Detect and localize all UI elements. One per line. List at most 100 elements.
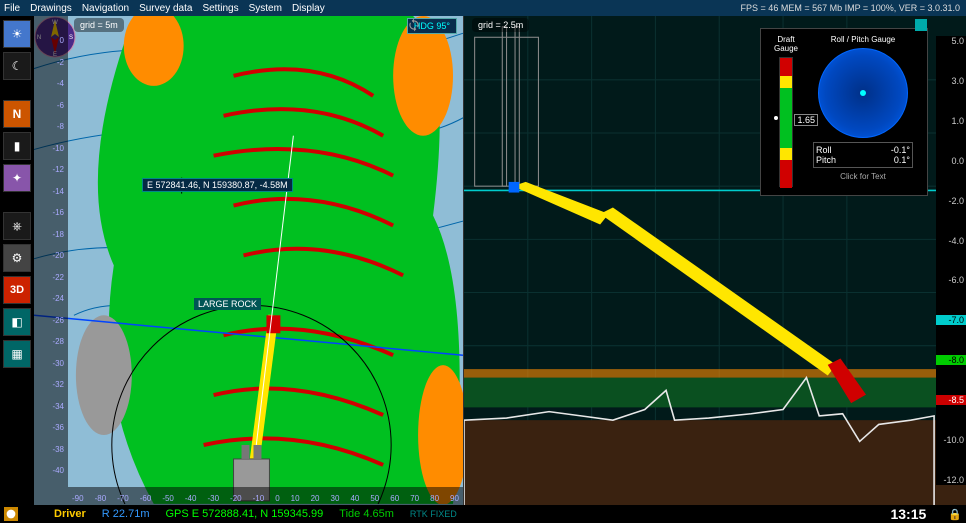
gps-label: GPS E 572888.41, N 159345.99	[166, 508, 324, 520]
h-tick: 30	[331, 494, 340, 503]
profile-tick: -2.0	[936, 196, 966, 206]
depth-tick: -34	[36, 402, 66, 411]
profile-tick: 5.0	[936, 36, 966, 46]
h-tick: -30	[207, 494, 219, 503]
h-tick: 0	[275, 494, 279, 503]
pitch-value: 0.1°	[894, 155, 910, 165]
target-icon[interactable]: ▮	[3, 132, 31, 160]
lock-icon[interactable]: 🔒	[948, 508, 962, 521]
gear-icon[interactable]: ⚙	[3, 244, 31, 272]
depth-tick: -6	[36, 101, 66, 110]
h-tick: -10	[253, 494, 265, 503]
draft-segment	[780, 160, 792, 188]
depth-tick: -10	[36, 144, 66, 153]
feature-label: LARGE ROCK	[194, 298, 261, 310]
profile-scale: 5.03.01.00.0-2.0-4.0-6.0-7.0-8.0-8.5-10.…	[936, 36, 966, 485]
map-grid-button[interactable]: grid = 5m	[74, 18, 124, 32]
rpg-click-hint[interactable]: Click for Text	[805, 172, 921, 181]
fps-label: FPS = 46 MEM = 567 Mb IMP = 100%, VER = …	[741, 3, 960, 13]
h-tick: 50	[370, 494, 379, 503]
menu-surveydata[interactable]: Survey data	[139, 3, 192, 14]
h-tick: -80	[95, 494, 107, 503]
depth-tick: -28	[36, 337, 66, 346]
rpg-title: Roll / Pitch Gauge	[805, 35, 921, 44]
menu-settings[interactable]: Settings	[202, 3, 238, 14]
h-tick: 90	[450, 494, 459, 503]
menubar: File Drawings Navigation Survey data Set…	[0, 0, 966, 16]
draft-value: 1.65	[794, 114, 818, 126]
h-tick: 60	[390, 494, 399, 503]
profile-grid-button[interactable]: grid = 2.5m	[472, 18, 529, 32]
h-tick: -70	[117, 494, 129, 503]
roll-value: -0.1°	[891, 145, 910, 155]
profile-tick: 1.0	[936, 116, 966, 126]
menu-system[interactable]: System	[249, 3, 282, 14]
h-tick: -60	[140, 494, 152, 503]
profile-tick: -4.0	[936, 236, 966, 246]
menu-drawings[interactable]: Drawings	[30, 3, 72, 14]
depth-tick: -40	[36, 466, 66, 475]
close-icon[interactable]	[915, 19, 927, 31]
menu-file[interactable]: File	[4, 3, 20, 14]
depth-tick: -38	[36, 445, 66, 454]
rpg-circle	[818, 48, 908, 138]
grid-icon[interactable]: ▦	[3, 340, 31, 368]
depth-tick: -26	[36, 316, 66, 325]
toolbar: ☀ ☾ N ▮ ✦ ⎈ ⚙ 3D ◧ ▦	[0, 16, 34, 505]
3d-icon[interactable]: 3D	[3, 276, 31, 304]
draft-segment	[780, 148, 792, 160]
profile-tick: -6.0	[936, 275, 966, 285]
wheel-icon[interactable]: ⎈	[3, 212, 31, 240]
refresh-icon[interactable]	[407, 18, 421, 32]
profile-tick: -7.0	[936, 315, 966, 325]
overlap-icon[interactable]: ◧	[3, 308, 31, 336]
status-bar: Driver R 22.71m GPS E 572888.41, N 15934…	[0, 505, 966, 523]
depth-tick: -32	[36, 380, 66, 389]
profile-tick: -12.0	[936, 475, 966, 485]
roll-label: Roll	[816, 145, 832, 155]
depth-tick: -36	[36, 423, 66, 432]
h-tick: 80	[430, 494, 439, 503]
app-icon	[4, 507, 18, 521]
h-tick: -40	[185, 494, 197, 503]
h-tick: 70	[410, 494, 419, 503]
depth-tick: 0	[36, 36, 66, 45]
rtk-label: RTK FIXED	[410, 509, 457, 519]
depth-tick: -30	[36, 359, 66, 368]
h-tick: -20	[230, 494, 242, 503]
depth-tick: -22	[36, 273, 66, 282]
sun-icon[interactable]: ☀	[3, 20, 31, 48]
h-tick: -90	[72, 494, 84, 503]
depth-scale: 0-2-4-6-8-10-12-14-16-18-20-22-24-26-28-…	[34, 16, 68, 505]
profile-tick: -8.0	[936, 355, 966, 365]
depth-tick: -12	[36, 165, 66, 174]
draft-title: Draft Gauge	[767, 35, 805, 53]
moon-icon[interactable]: ☾	[3, 52, 31, 80]
mode-label: Driver	[54, 508, 86, 520]
profile-tick: 0.0	[936, 156, 966, 166]
h-tick: 10	[291, 494, 300, 503]
depth-tick: -24	[36, 294, 66, 303]
cross-icon[interactable]: ✦	[3, 164, 31, 192]
menu-display[interactable]: Display	[292, 3, 325, 14]
profile-tick: 3.0	[936, 76, 966, 86]
depth-tick: -2	[36, 58, 66, 67]
menu-navigation[interactable]: Navigation	[82, 3, 129, 14]
draft-segment	[780, 76, 792, 88]
range-label: R 22.71m	[102, 508, 150, 520]
depth-tick: -14	[36, 187, 66, 196]
svg-text:S: S	[69, 35, 73, 41]
tide-label: Tide 4.65m	[339, 508, 394, 520]
profile-tick: -8.5	[936, 395, 966, 405]
coord-label: E 572841.46, N 159380.87, -4.58M	[142, 178, 293, 192]
roll-pitch-gauge: Roll / Pitch Gauge Roll -0.1° Pitch 0.1° C…	[805, 35, 921, 189]
profile-view[interactable]: grid = 2.5m 5.0 3.0 1.0 0.0 -2.0 -4.0 -6.0 -7.0…	[464, 16, 966, 505]
gauge-panel: Draft Gauge 1.65 Roll / Pitch Gauge Roll…	[760, 28, 928, 196]
map-view[interactable]: grid = 5m HDG 95° W S N E 0-2-4-6-8-10-1…	[34, 16, 464, 505]
north-icon[interactable]: N	[3, 100, 31, 128]
depth-tick: -8	[36, 122, 66, 131]
draft-segment	[780, 88, 792, 148]
pitch-label: Pitch	[816, 155, 836, 165]
h-tick: 40	[350, 494, 359, 503]
depth-tick: -18	[36, 230, 66, 239]
